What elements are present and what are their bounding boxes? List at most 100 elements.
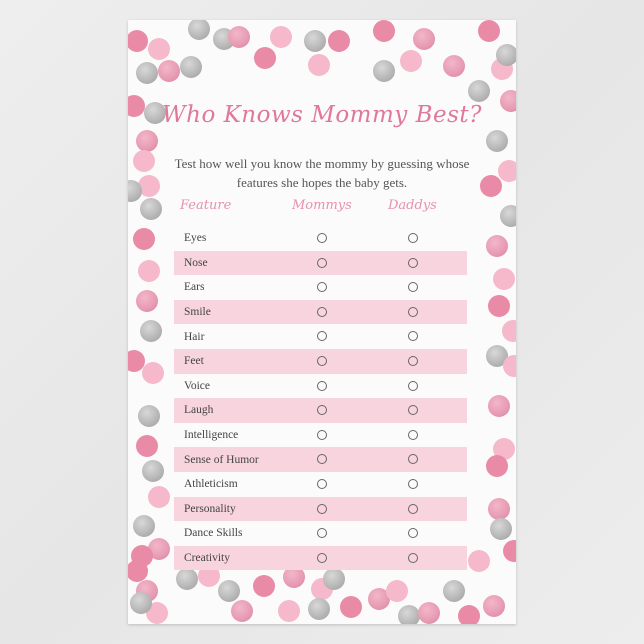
confetti-dot — [500, 205, 516, 227]
confetti-dot — [493, 268, 515, 290]
confetti-dot — [148, 486, 170, 508]
confetti-dot — [483, 595, 505, 617]
confetti-dot — [373, 60, 395, 82]
table-row: Smile — [174, 299, 467, 325]
table-row: Creativity — [174, 545, 467, 571]
confetti-dot — [443, 55, 465, 77]
feature-label: Sense of Humor — [184, 453, 259, 466]
confetti-dot — [270, 26, 292, 48]
confetti-dot — [488, 395, 510, 417]
confetti-dot — [486, 345, 508, 367]
table-row: Nose — [174, 250, 467, 276]
confetti-dot — [493, 438, 515, 460]
mommys-radio[interactable] — [317, 429, 327, 440]
daddys-radio[interactable] — [408, 552, 418, 563]
feature-table: Eyes Nose Ears Smile Hair Feet Voice Lau… — [174, 226, 467, 571]
confetti-dot — [308, 54, 330, 76]
confetti-dot — [136, 435, 158, 457]
daddys-radio[interactable] — [408, 528, 418, 539]
table-row: Dance Skills — [174, 521, 467, 546]
confetti-dot — [140, 320, 162, 342]
confetti-dot — [486, 130, 508, 152]
daddys-radio[interactable] — [408, 282, 418, 293]
confetti-dot — [254, 47, 276, 69]
confetti-dot — [128, 95, 145, 117]
confetti-dot — [478, 20, 500, 42]
feature-label: Smile — [184, 306, 211, 319]
daddys-radio[interactable] — [408, 405, 418, 416]
page-title: Who Knows Mommy Best? — [162, 102, 482, 128]
table-row: Eyes — [174, 226, 467, 251]
table-row: Voice — [174, 374, 467, 399]
confetti-dot — [458, 605, 480, 624]
daddys-radio[interactable] — [408, 478, 418, 489]
confetti-dot — [373, 20, 395, 42]
confetti-dot — [498, 160, 516, 182]
mommys-radio[interactable] — [317, 355, 327, 366]
mommys-radio[interactable] — [317, 331, 327, 342]
confetti-dot — [328, 30, 350, 52]
confetti-dot — [386, 580, 408, 602]
mommys-radio[interactable] — [317, 233, 327, 243]
table-row: Athleticism — [174, 472, 467, 497]
confetti-dot — [231, 600, 253, 622]
daddys-radio[interactable] — [408, 503, 418, 514]
daddys-radio[interactable] — [408, 233, 418, 243]
table-row: Feet — [174, 348, 467, 374]
column-header-feature: Feature — [180, 198, 232, 213]
confetti-dot — [488, 498, 510, 520]
table-row: Personality — [174, 496, 467, 522]
column-header-mommys: Mommys — [292, 198, 352, 213]
confetti-dot — [188, 20, 210, 40]
table-row: Ears — [174, 275, 467, 300]
confetti-dot — [128, 180, 142, 202]
table-row: Laugh — [174, 398, 467, 423]
confetti-dot — [176, 568, 198, 590]
confetti-dot — [140, 198, 162, 220]
feature-label: Hair — [184, 330, 205, 343]
confetti-dot — [128, 30, 148, 52]
confetti-dot — [136, 130, 158, 152]
confetti-dot — [198, 565, 220, 587]
mommys-radio[interactable] — [317, 503, 327, 514]
confetti-dot — [413, 28, 435, 50]
confetti-dot — [486, 455, 508, 477]
confetti-dot — [418, 602, 440, 624]
daddys-radio[interactable] — [408, 380, 418, 391]
mommys-radio[interactable] — [317, 552, 327, 563]
mommys-radio[interactable] — [317, 528, 327, 539]
confetti-dot — [180, 56, 202, 78]
daddys-radio[interactable] — [408, 306, 418, 317]
daddys-radio[interactable] — [408, 257, 418, 268]
feature-label: Feet — [184, 355, 204, 368]
daddys-radio[interactable] — [408, 454, 418, 465]
confetti-dot — [228, 26, 250, 48]
table-row: Hair — [174, 324, 467, 349]
confetti-dot — [480, 175, 502, 197]
mommys-radio[interactable] — [317, 306, 327, 317]
confetti-dot — [468, 80, 490, 102]
feature-label: Personality — [184, 502, 236, 515]
column-header-daddys: Daddys — [388, 198, 437, 213]
mommys-radio[interactable] — [317, 380, 327, 391]
confetti-dot — [400, 50, 422, 72]
confetti-dot — [138, 405, 160, 427]
confetti-dot — [138, 175, 160, 197]
confetti-dot — [128, 560, 148, 582]
confetti-dot — [496, 44, 516, 66]
mommys-radio[interactable] — [317, 282, 327, 293]
feature-label: Ears — [184, 281, 205, 294]
daddys-radio[interactable] — [408, 331, 418, 342]
confetti-dot — [323, 568, 345, 590]
confetti-dot — [488, 295, 510, 317]
feature-label: Creativity — [184, 552, 230, 565]
mommys-radio[interactable] — [317, 257, 327, 268]
confetti-dot — [443, 580, 465, 602]
mommys-radio[interactable] — [317, 454, 327, 465]
daddys-radio[interactable] — [408, 355, 418, 366]
confetti-dot — [253, 575, 275, 597]
daddys-radio[interactable] — [408, 429, 418, 440]
mommys-radio[interactable] — [317, 405, 327, 416]
confetti-dot — [502, 320, 516, 342]
mommys-radio[interactable] — [317, 478, 327, 489]
